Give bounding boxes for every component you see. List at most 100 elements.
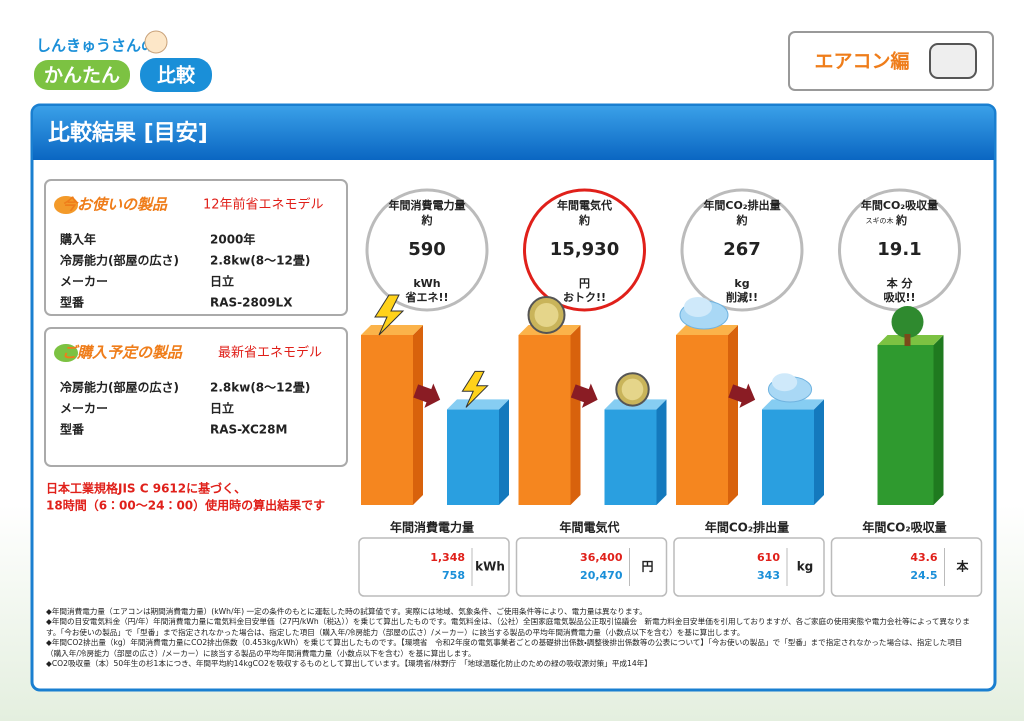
product-label: ご購入予定の製品 bbox=[62, 344, 183, 362]
metric-value: 15,930 bbox=[550, 239, 619, 260]
footnotes: ◆年間消費電力量（エアコンは期間消費電力量）(kWh/年) 一定の条件のもとに運… bbox=[46, 607, 976, 669]
logo-main: かんたん bbox=[44, 65, 120, 87]
model-note: 12年前省エネモデル bbox=[203, 197, 324, 213]
icon-coin-inner bbox=[534, 303, 559, 327]
box-unit: 円 bbox=[641, 560, 653, 574]
row-value: 2.8kw(8〜12畳) bbox=[210, 254, 310, 268]
bar-front bbox=[604, 409, 657, 505]
bar-top bbox=[361, 325, 423, 335]
panel-header bbox=[33, 106, 994, 160]
metric-heading: 年間CO₂排出量 bbox=[703, 198, 780, 212]
logo-accent: 比較 bbox=[157, 64, 196, 87]
icon-trunk bbox=[904, 334, 911, 346]
metric-unit: kWh bbox=[413, 277, 440, 290]
bar-side bbox=[814, 399, 824, 505]
metric-heading: 年間消費電力量 bbox=[389, 198, 466, 212]
box-unit: kg bbox=[797, 560, 814, 574]
metric-circle bbox=[680, 188, 804, 312]
metric-caption: 年間電気代 bbox=[559, 520, 619, 535]
footnote: ◆CO2吸収量（本）50年生の杉1本につき、年間平均約14kgCO2を吸収するも… bbox=[46, 659, 652, 669]
box-unit: 本 bbox=[955, 559, 969, 574]
box-unit: kWh bbox=[475, 560, 505, 574]
logo-top: しんきゅうさんの bbox=[36, 37, 156, 55]
icon-cloud bbox=[684, 297, 712, 317]
bar-side bbox=[728, 325, 738, 505]
metric-unit: 円 bbox=[579, 277, 590, 290]
logo-main-bg bbox=[34, 60, 130, 90]
product-label: 今お使いの製品 bbox=[62, 196, 168, 214]
row-value: 日立 bbox=[210, 274, 234, 289]
metric-prefix: スギの木 bbox=[866, 216, 894, 225]
icon-bolt bbox=[461, 370, 489, 408]
metric-circle bbox=[523, 188, 646, 312]
badge: エアコン編 bbox=[814, 50, 909, 73]
bar-side bbox=[933, 335, 944, 505]
row-key: 冷房能力(部屋の広さ) bbox=[60, 253, 179, 268]
bar-front bbox=[877, 345, 934, 505]
arrow bbox=[570, 383, 598, 408]
metric-unit: kg bbox=[734, 277, 749, 290]
bar-top bbox=[762, 399, 824, 410]
bar-side bbox=[570, 325, 581, 505]
old-value: 610 bbox=[757, 551, 780, 564]
metric-heading: 年間CO₂吸収量 bbox=[861, 198, 938, 212]
bar-side bbox=[499, 399, 509, 505]
bar-front bbox=[447, 409, 499, 505]
model-note: 最新省エネモデル bbox=[218, 345, 322, 361]
logo-accent-bg bbox=[140, 58, 212, 92]
row-key: メーカー bbox=[60, 275, 108, 289]
icon-coin-inner bbox=[621, 378, 644, 401]
label-leaf bbox=[54, 344, 78, 362]
product-box bbox=[44, 179, 348, 316]
bar-top bbox=[447, 399, 509, 410]
row-key: メーカー bbox=[60, 402, 108, 416]
metric-heading: 年間電気代 bbox=[557, 198, 612, 212]
metric-unit: 本 分 bbox=[886, 276, 914, 290]
row-value: 2.8kw(8〜12畳) bbox=[210, 381, 310, 395]
metric-value: 267 bbox=[723, 239, 761, 260]
label-leaf bbox=[54, 196, 78, 214]
row-value: RAS-2809LX bbox=[210, 296, 293, 310]
new-value: 758 bbox=[442, 569, 465, 582]
metric-caption: 年間CO₂排出量 bbox=[705, 520, 789, 535]
new-value: 343 bbox=[757, 569, 780, 582]
bar-front bbox=[361, 335, 413, 505]
note-line: 日本工業規格JIS C 9612に基づく、 bbox=[46, 481, 246, 496]
old-value: 43.6 bbox=[910, 551, 937, 564]
bar-front bbox=[676, 335, 728, 505]
row-key: 購入年 bbox=[59, 232, 96, 247]
icon-bolt bbox=[374, 294, 405, 336]
old-value: 36,400 bbox=[580, 551, 623, 564]
metric-result: おトク!! bbox=[563, 291, 606, 304]
logo-face bbox=[144, 30, 168, 54]
logo: しんきゅうさんの かんたん 比較 bbox=[34, 30, 212, 92]
old-value: 1,348 bbox=[430, 551, 465, 564]
bar-front bbox=[762, 409, 814, 505]
metric-approx: 約 bbox=[578, 213, 590, 227]
metric-approx: 約 bbox=[421, 213, 433, 227]
bar-side bbox=[656, 399, 667, 505]
row-key: 型番 bbox=[60, 422, 85, 437]
icon-tree bbox=[891, 306, 924, 338]
metric-value: 590 bbox=[408, 239, 446, 260]
row-value: 日立 bbox=[210, 401, 234, 416]
metric-caption: 年間CO₂吸収量 bbox=[862, 520, 946, 535]
metric-approx: 約 bbox=[736, 213, 748, 227]
badge-icon bbox=[929, 43, 977, 79]
new-value: 24.5 bbox=[910, 569, 937, 582]
metric-approx: 約 bbox=[895, 213, 907, 227]
new-value: 20,470 bbox=[580, 569, 623, 582]
panel-title: 比較結果 [目安] bbox=[48, 120, 208, 146]
arrow bbox=[728, 383, 756, 408]
arrow bbox=[413, 383, 441, 408]
icon-cloud bbox=[772, 373, 798, 392]
product-box bbox=[44, 327, 348, 467]
footnote: ◆年間消費電力量（エアコンは期間消費電力量）(kWh/年) 一定の条件のもとに運… bbox=[46, 607, 647, 616]
row-value: RAS-XC28M bbox=[210, 423, 287, 437]
metric-result: 吸収!! bbox=[883, 290, 915, 304]
metric-result: 削減!! bbox=[726, 290, 758, 304]
note-line: 18時間（6：00〜24：00）使用時の算出結果です bbox=[46, 498, 325, 513]
row-value: 2000年 bbox=[210, 232, 255, 247]
bar-side bbox=[413, 325, 423, 505]
